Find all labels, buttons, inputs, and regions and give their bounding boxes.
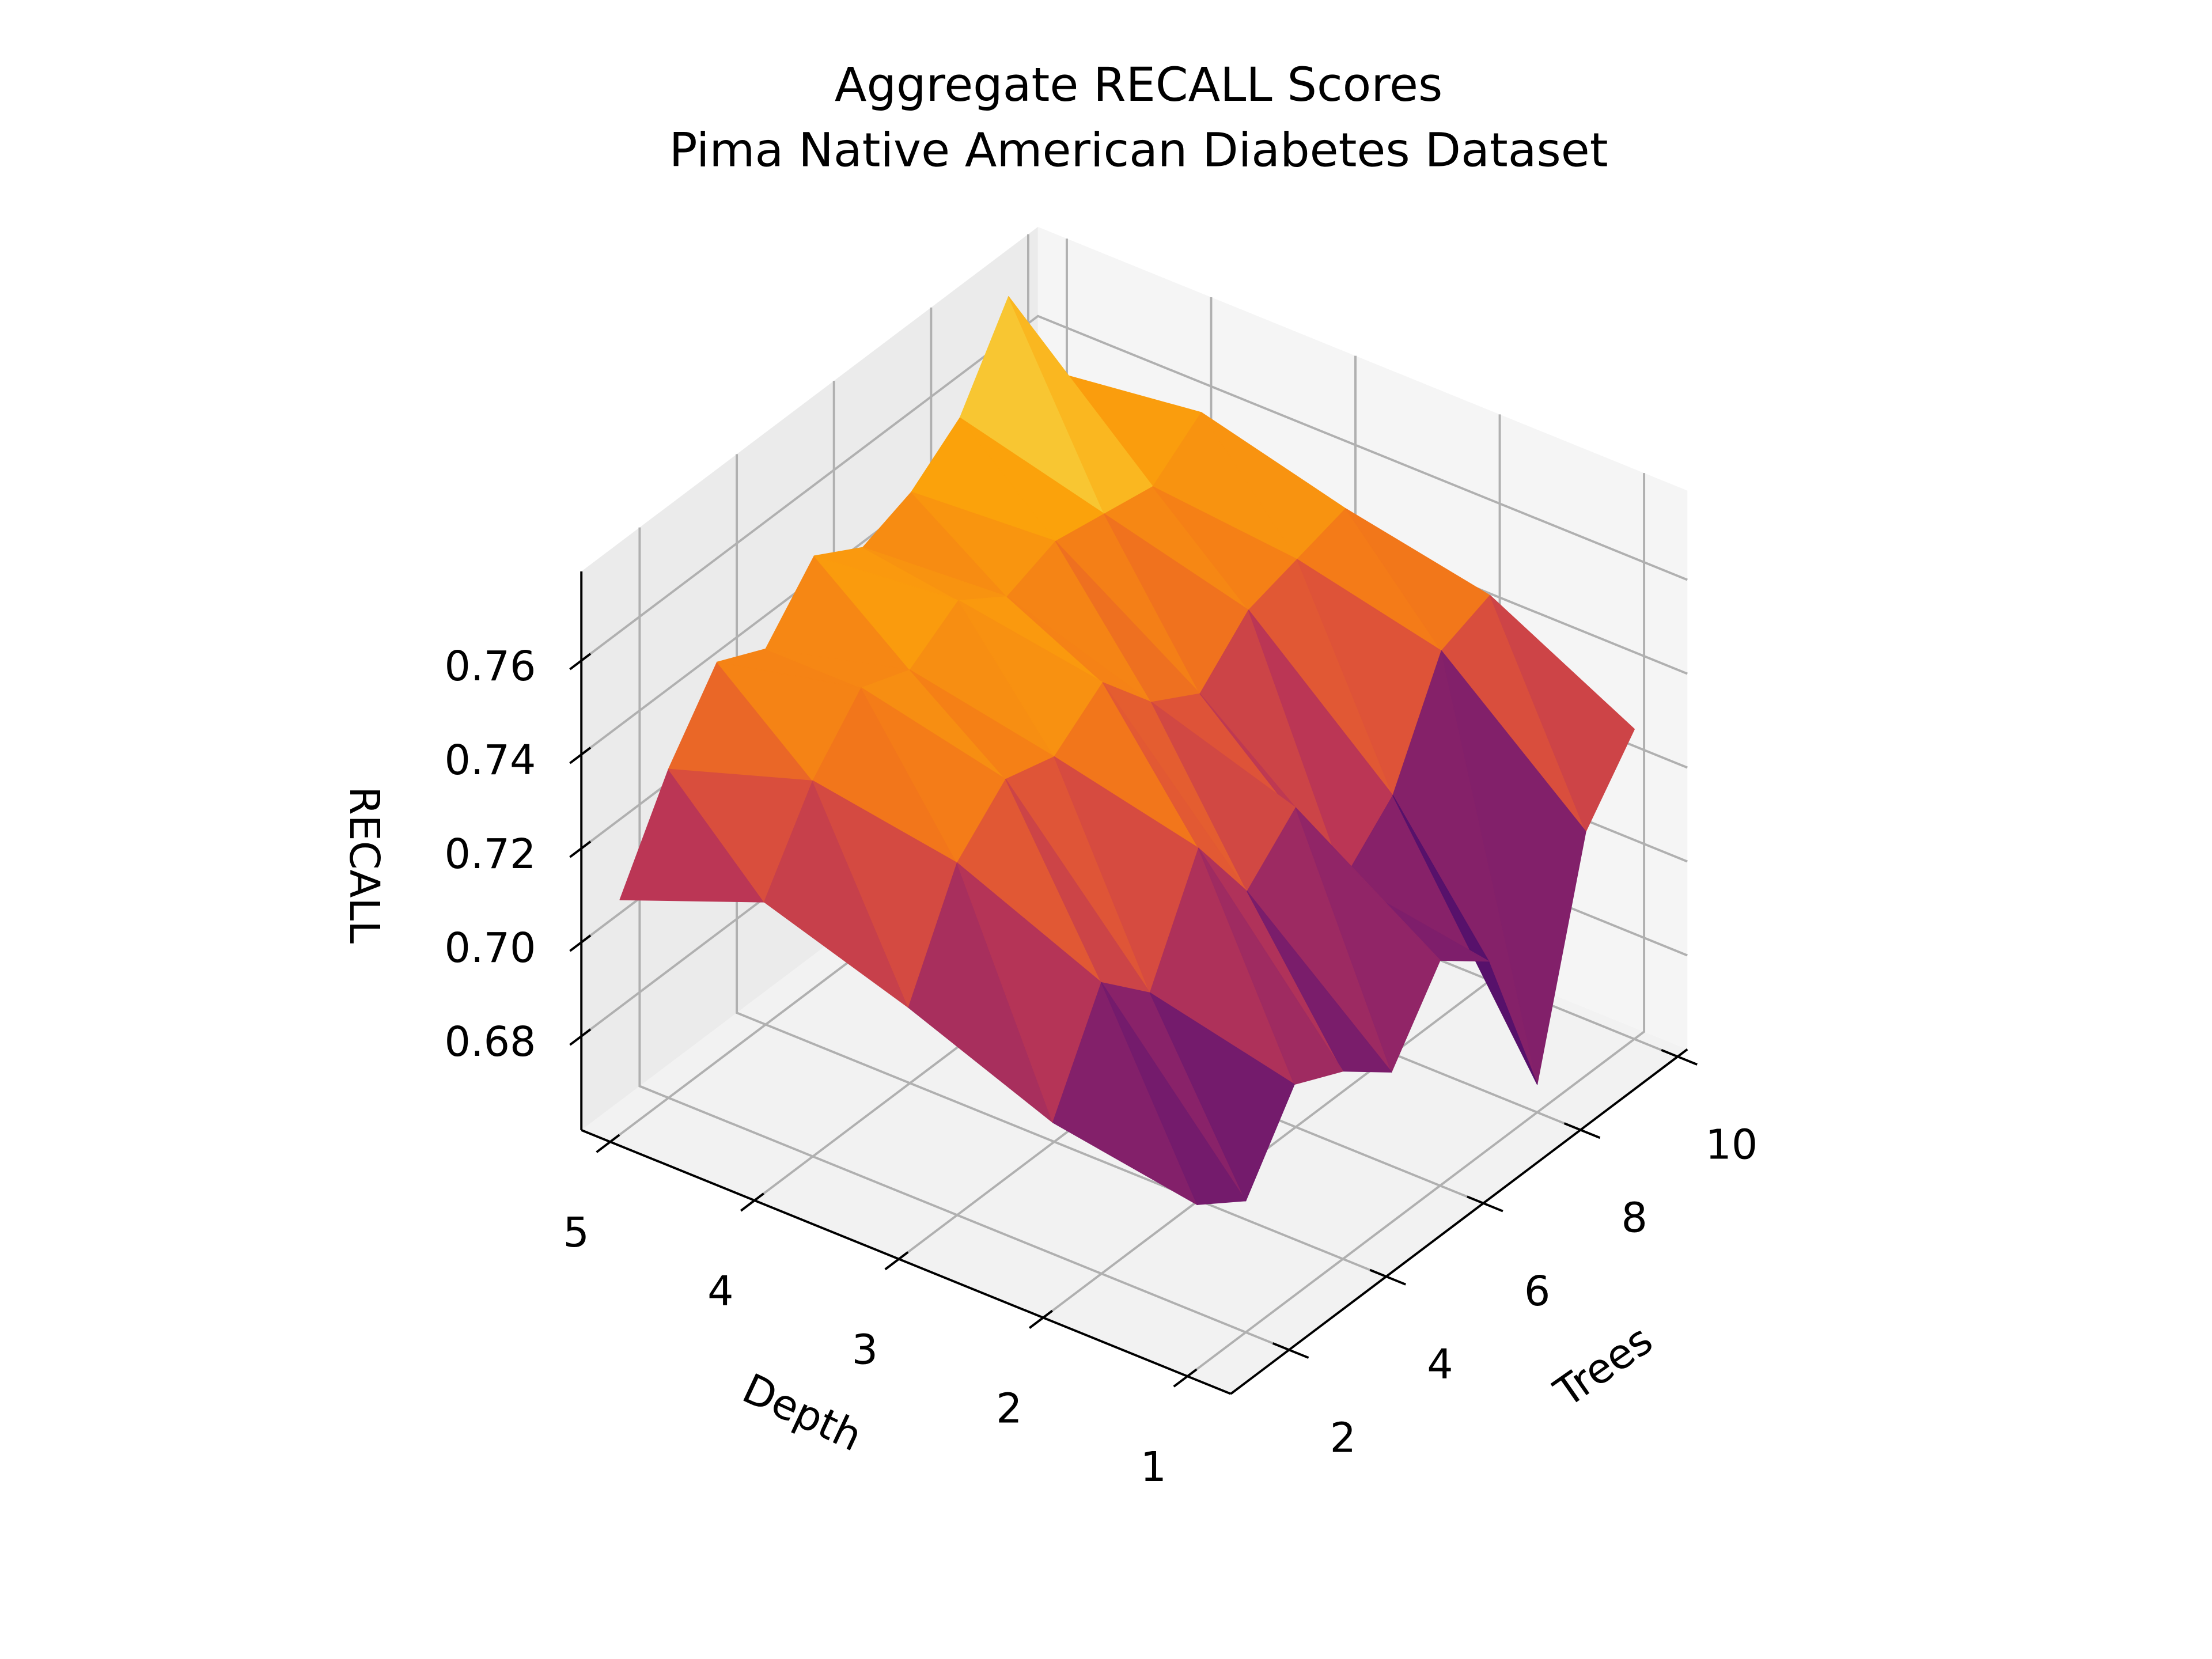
surface-facet xyxy=(1295,807,1441,1073)
y-tick xyxy=(596,1134,620,1153)
surface-facet xyxy=(1101,982,1247,1205)
y-tick-label: 1 xyxy=(1141,1443,1166,1491)
y-tick-label: 5 xyxy=(563,1209,589,1256)
z-tick-label: 0.72 xyxy=(445,830,536,878)
surface-facet xyxy=(1247,891,1392,1073)
z-tick xyxy=(569,747,592,764)
x-tick xyxy=(1563,1122,1601,1139)
z-tick xyxy=(569,1028,592,1046)
y-tick xyxy=(740,1192,764,1212)
x-tick-label: 8 xyxy=(1622,1194,1647,1242)
x-tick xyxy=(1272,1342,1309,1359)
y-tick-label: 3 xyxy=(852,1326,878,1374)
z-tick-label: 0.68 xyxy=(445,1018,536,1066)
x-tick-label: 4 xyxy=(1427,1340,1453,1388)
surface-facet xyxy=(1198,847,1344,1085)
surface-facet xyxy=(1489,594,1635,832)
x-axis-line xyxy=(1230,1048,1688,1395)
surface xyxy=(619,296,1635,1205)
surface-facet xyxy=(1441,650,1586,1085)
z-tick-label: 0.76 xyxy=(445,642,536,690)
y-tick-label: 2 xyxy=(996,1384,1022,1432)
z-tick-label: 0.70 xyxy=(445,924,536,972)
grid-line xyxy=(581,315,1688,662)
grid-line xyxy=(1187,473,1646,1377)
z-tick xyxy=(569,840,592,858)
x-tick xyxy=(1661,1048,1698,1066)
chart-title: Aggregate RECALL Scores xyxy=(835,58,1442,112)
x-tick xyxy=(1369,1268,1407,1286)
surface-facet xyxy=(1149,992,1295,1202)
y-tick xyxy=(884,1251,909,1271)
x-tick-label: 10 xyxy=(1705,1120,1758,1168)
z-axis-label: RECALL xyxy=(340,786,388,944)
y-tick xyxy=(1173,1368,1198,1388)
chart-subtitle: Pima Native American Diabetes Dataset xyxy=(669,123,1608,177)
surface-facet xyxy=(1392,795,1538,1085)
y-tick-label: 4 xyxy=(707,1267,733,1315)
y-tick xyxy=(1028,1309,1053,1329)
x-tick xyxy=(1467,1195,1503,1213)
z-tick xyxy=(569,934,592,952)
z-tick-label: 0.74 xyxy=(445,736,536,784)
grid-line xyxy=(638,527,1290,1351)
x-tick-label: 2 xyxy=(1330,1414,1356,1461)
z-tick xyxy=(569,653,592,671)
x-tick-label: 6 xyxy=(1524,1267,1550,1315)
y-axis-line xyxy=(581,1129,1232,1395)
